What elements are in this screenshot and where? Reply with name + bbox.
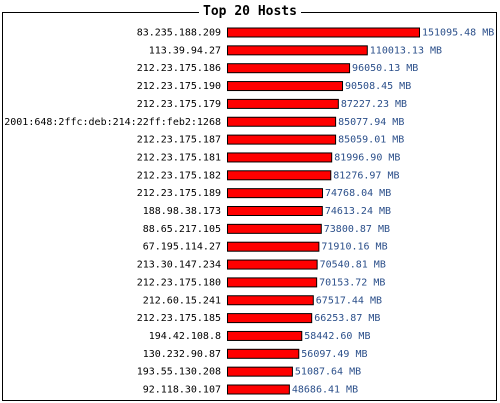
host-label: 188.98.38.173 [143, 206, 221, 217]
host-label: 212.23.175.180 [137, 277, 221, 288]
bar [227, 223, 322, 234]
bar [227, 295, 314, 306]
value-label: 96050.13 MB [352, 63, 418, 74]
bar [227, 63, 351, 74]
host-label: 212.23.175.189 [137, 188, 221, 199]
bar [227, 277, 318, 288]
value-label: 48686.41 MB [292, 385, 358, 396]
value-label: 81276.97 MB [333, 170, 399, 181]
bar [227, 188, 324, 199]
host-label: 2001:648:2ffc:deb:214:22ff:feb2:1268 [4, 117, 221, 128]
value-label: 81996.90 MB [334, 152, 400, 163]
value-label: 87227.23 MB [341, 99, 407, 110]
bar [227, 27, 420, 38]
host-label: 212.23.175.179 [137, 99, 221, 110]
host-label: 212.23.175.181 [137, 152, 221, 163]
value-label: 151095.48 MB [422, 28, 494, 39]
bar [227, 170, 332, 181]
host-label: 88.65.217.105 [143, 224, 221, 235]
host-label: 92.118.30.107 [143, 385, 221, 396]
value-label: 110013.13 MB [370, 45, 442, 56]
value-label: 85059.01 MB [338, 135, 404, 146]
bar [227, 45, 368, 56]
bar [227, 134, 337, 145]
host-label: 130.232.90.87 [143, 349, 221, 360]
value-label: 70540.81 MB [320, 260, 386, 271]
value-label: 66253.87 MB [314, 313, 380, 324]
bar [227, 152, 333, 163]
host-label: 212.23.175.190 [137, 81, 221, 92]
bar [227, 241, 320, 252]
bar [227, 348, 300, 359]
host-label: 212.23.175.187 [137, 135, 221, 146]
chart-title-wrap: Top 20 Hosts [0, 4, 500, 19]
value-label: 90508.45 MB [345, 81, 411, 92]
host-label: 212.60.15.241 [143, 295, 221, 306]
bar [227, 313, 313, 324]
host-label: 193.55.130.208 [137, 367, 221, 378]
host-label: 194.42.108.8 [149, 331, 221, 342]
bar [227, 259, 318, 270]
bar [227, 116, 337, 127]
value-label: 51087.64 MB [295, 367, 361, 378]
bar [227, 81, 344, 92]
value-label: 56097.49 MB [301, 349, 367, 360]
bar [227, 98, 339, 109]
value-label: 71910.16 MB [321, 242, 387, 253]
host-label: 67.195.114.27 [143, 242, 221, 253]
host-label: 212.23.175.182 [137, 170, 221, 181]
host-label: 212.23.175.185 [137, 313, 221, 324]
value-label: 73800.87 MB [324, 224, 390, 235]
value-label: 74768.04 MB [325, 188, 391, 199]
host-label: 83.235.188.209 [137, 28, 221, 39]
value-label: 58442.60 MB [304, 331, 370, 342]
bar [227, 330, 303, 341]
host-label: 113.39.94.27 [149, 45, 221, 56]
bar [227, 206, 323, 216]
value-label: 85077.94 MB [338, 117, 404, 128]
chart-title: Top 20 Hosts [199, 4, 301, 19]
value-label: 70153.72 MB [319, 277, 385, 288]
host-label: 213.30.147.234 [137, 260, 221, 271]
value-label: 74613.24 MB [325, 206, 391, 217]
value-label: 67517.44 MB [316, 295, 382, 306]
bar [227, 366, 293, 377]
bar [227, 384, 290, 395]
host-label: 212.23.175.186 [137, 63, 221, 74]
